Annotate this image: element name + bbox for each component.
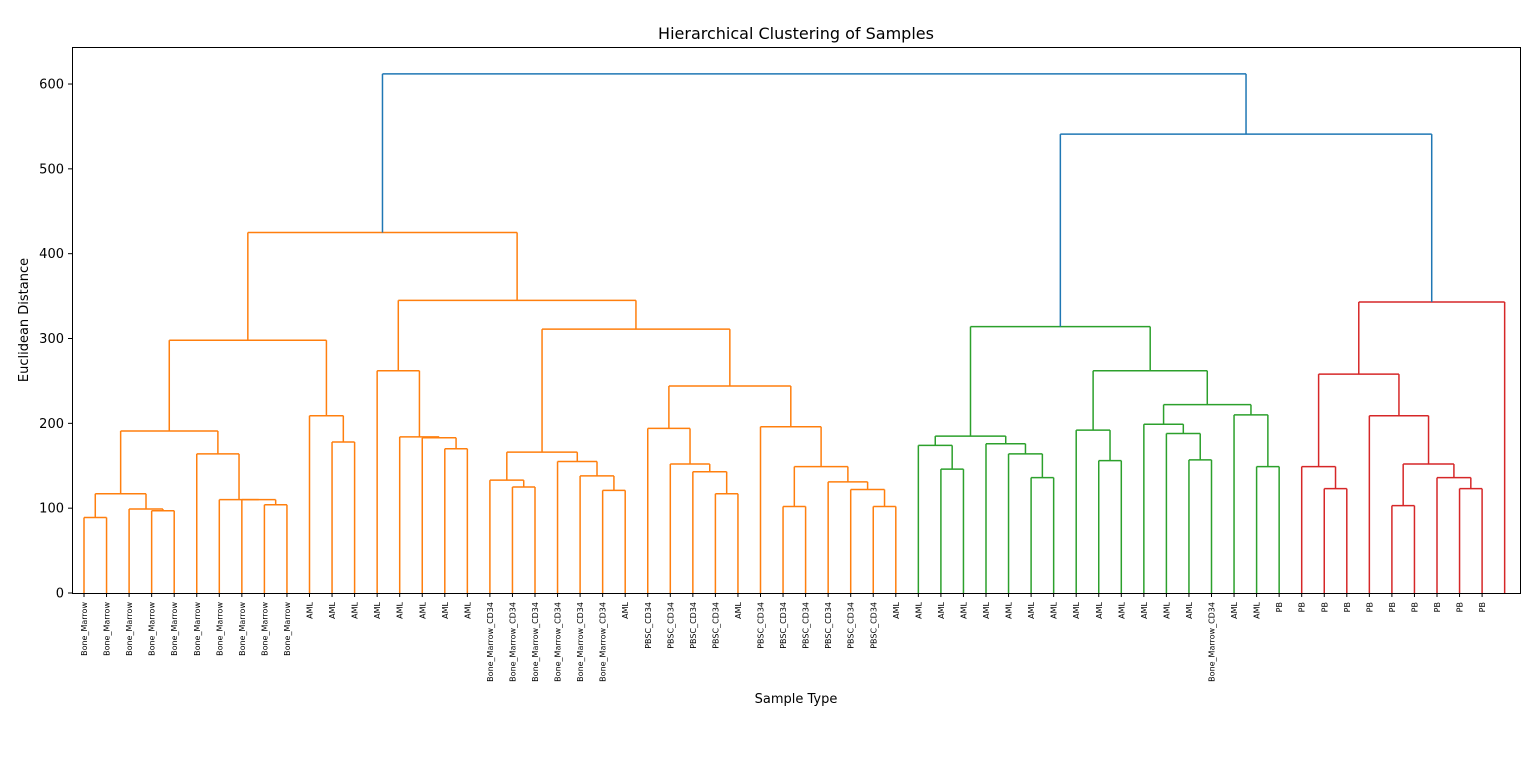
leaf-label-13: AML (373, 601, 382, 618)
leaf-label-15: AML (418, 601, 427, 618)
leaf-label-1: Bone_Marrow (103, 602, 112, 656)
leaf-label-49: AML (1185, 601, 1194, 618)
y-axis-label: Euclidean Distance (17, 258, 32, 382)
leaf-label-26: PBSC_CD34 (666, 602, 675, 649)
leaf-label-47: AML (1140, 601, 1149, 618)
leaf-label-37: AML (914, 601, 923, 618)
leaf-label-3: Bone_Marrow (148, 602, 157, 656)
leaf-label-57: PB (1365, 602, 1374, 612)
leaf-label-53: PB (1275, 602, 1284, 612)
leaf-label-33: PBSC_CD34 (824, 602, 833, 649)
leaf-label-30: PBSC_CD34 (757, 602, 766, 649)
leaf-label-61: PB (1456, 602, 1465, 612)
x-axis-label: Sample Type (755, 692, 838, 707)
leaf-label-25: PBSC_CD34 (644, 602, 653, 649)
x-axis-leaf-labels: Bone_Marrow Bone_Marrow Bone_Marrow Bone_Ma… (80, 594, 1487, 682)
leaf-label-35: PBSC_CD34 (869, 602, 878, 649)
y-tick-label-200: 200 (39, 417, 64, 432)
leaf-label-28: PBSC_CD34 (711, 602, 720, 649)
leaf-label-60: PB (1433, 602, 1442, 612)
leaf-label-56: PB (1343, 602, 1352, 612)
leaf-label-0: Bone_Marrow (80, 602, 89, 656)
leaf-label-27: PBSC_CD34 (689, 602, 698, 649)
leaf-label-21: Bone_Marrow_CD34 (554, 602, 563, 682)
leaf-label-46: AML (1117, 601, 1126, 618)
leaf-label-42: AML (1027, 601, 1036, 618)
y-tick-label-100: 100 (39, 502, 64, 517)
leaf-label-44: AML (1072, 601, 1081, 618)
leaf-label-20: Bone_Marrow_CD34 (531, 602, 540, 682)
y-tick-label-300: 300 (39, 332, 64, 347)
leaf-label-11: AML (328, 601, 337, 618)
leaf-label-40: AML (982, 601, 991, 618)
leaf-label-17: AML (463, 601, 472, 618)
leaf-label-4: Bone_Marrow (170, 602, 179, 656)
leaf-label-36: AML (892, 601, 901, 618)
leaf-label-62: PB (1478, 602, 1487, 612)
y-axis-ticks: 0 100 200 300 400 500 600 (39, 78, 72, 602)
leaf-label-22: Bone_Marrow_CD34 (576, 602, 585, 682)
leaf-label-9: Bone_Marrow (283, 602, 292, 656)
leaf-label-18: Bone_Marrow_CD34 (486, 602, 495, 682)
leaf-label-50: Bone_Marrow_CD34 (1208, 602, 1217, 682)
leaf-label-52: AML (1253, 601, 1262, 618)
leaf-label-6: Bone_Marrow (215, 602, 224, 656)
leaf-label-32: PBSC_CD34 (802, 602, 811, 649)
dendrogram-links (83, 73, 1506, 593)
leaf-label-12: AML (351, 601, 360, 618)
y-tick-label-400: 400 (39, 247, 64, 262)
leaf-label-5: Bone_Marrow (193, 602, 202, 656)
leaf-label-58: PB (1388, 602, 1397, 612)
y-tick-label-600: 600 (39, 78, 64, 93)
leaf-label-39: AML (959, 601, 968, 618)
leaf-label-59: PB (1410, 602, 1419, 612)
leaf-label-48: AML (1162, 601, 1171, 618)
leaf-label-31: PBSC_CD34 (779, 602, 788, 649)
plot-frame (72, 47, 1521, 594)
y-tick-label-500: 500 (39, 162, 64, 177)
leaf-label-43: AML (1050, 601, 1059, 618)
leaf-label-10: AML (306, 601, 315, 618)
leaf-label-45: AML (1095, 601, 1104, 618)
leaf-label-19: Bone_Marrow_CD34 (508, 602, 517, 682)
leaf-label-55: PB (1320, 602, 1329, 612)
leaf-label-38: AML (937, 601, 946, 618)
leaf-label-2: Bone_Marrow (125, 602, 134, 656)
chart-title: Hierarchical Clustering of Samples (658, 24, 934, 43)
leaf-label-14: AML (396, 601, 405, 618)
leaf-label-41: AML (1005, 601, 1014, 618)
leaf-label-24: AML (621, 601, 630, 618)
leaf-label-54: PB (1298, 602, 1307, 612)
leaf-label-8: Bone_Marrow (260, 602, 269, 656)
leaf-label-34: PBSC_CD34 (847, 602, 856, 649)
leaf-label-16: AML (441, 601, 450, 618)
leaf-label-51: AML (1230, 601, 1239, 618)
leaf-label-23: Bone_Marrow_CD34 (599, 602, 608, 682)
leaf-label-7: Bone_Marrow (238, 602, 247, 656)
y-tick-label-0: 0 (56, 587, 64, 602)
leaf-label-29: AML (734, 601, 743, 618)
